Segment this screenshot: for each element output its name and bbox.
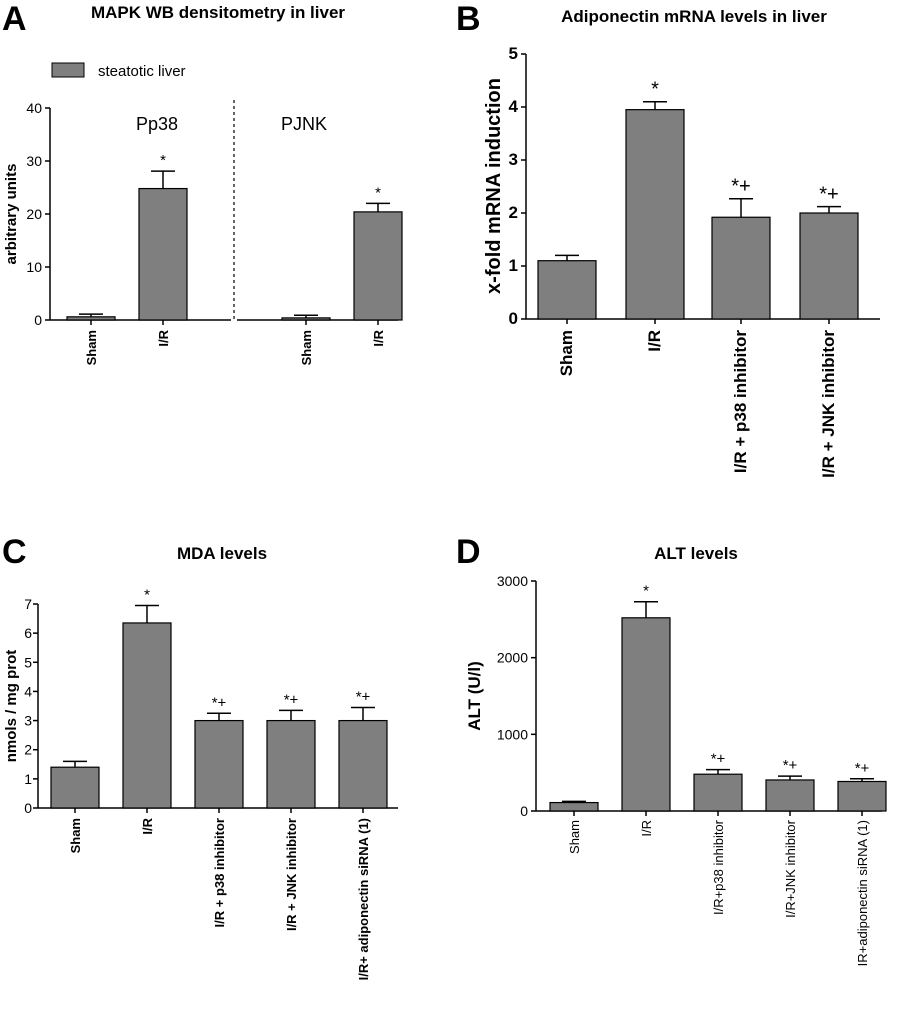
significance-mark: *+ bbox=[783, 757, 798, 774]
significance-mark: * bbox=[643, 583, 649, 600]
bar bbox=[281, 317, 331, 321]
y-tick-label: 4 bbox=[509, 97, 519, 116]
significance-mark: *+ bbox=[212, 694, 227, 711]
significance-mark: * bbox=[375, 184, 381, 201]
x-tick-label: I/R + p38 inhibitor bbox=[731, 330, 750, 473]
legend-label: steatotic liver bbox=[98, 63, 186, 80]
bar bbox=[837, 780, 887, 812]
bar bbox=[353, 211, 403, 321]
y-tick-label: 3 bbox=[509, 150, 518, 169]
x-tick-label: Sham bbox=[299, 330, 314, 365]
chart-b-y-axis-label: x-fold mRNA induction bbox=[483, 78, 505, 294]
x-tick-label: Sham bbox=[557, 330, 576, 376]
significance-mark: *+ bbox=[855, 760, 870, 777]
x-tick-label: I/R bbox=[371, 329, 386, 346]
y-tick-label: 2000 bbox=[497, 650, 528, 666]
x-tick-label: I/R bbox=[156, 329, 171, 346]
y-tick-label: 1 bbox=[24, 771, 32, 787]
group-label-pp38: Pp38 bbox=[136, 114, 178, 134]
bar bbox=[194, 719, 244, 809]
y-tick-label: 40 bbox=[26, 100, 42, 116]
x-tick-label: IR+adiponectin siRNA (1) bbox=[855, 820, 870, 966]
x-tick-label: Sham bbox=[567, 820, 582, 854]
panel-letter-b: B bbox=[456, 0, 481, 38]
bar bbox=[621, 617, 671, 812]
significance-mark: * bbox=[651, 79, 659, 101]
panel-letter-a: A bbox=[2, 0, 27, 38]
y-tick-label: 20 bbox=[26, 206, 42, 222]
y-tick-label: 1000 bbox=[497, 726, 528, 742]
x-tick-label: I/R bbox=[639, 820, 654, 837]
x-tick-label: I/R+JNK inhibitor bbox=[783, 819, 798, 918]
chart-d-title: ALT levels bbox=[654, 544, 738, 563]
bar bbox=[711, 216, 771, 320]
significance-mark: * bbox=[144, 586, 150, 603]
bar bbox=[625, 109, 685, 320]
bar bbox=[266, 719, 316, 809]
y-tick-label: 1 bbox=[509, 256, 518, 275]
chart-d-y-axis-label: ALT (U/l) bbox=[465, 661, 484, 731]
group-label-pjnk: PJNK bbox=[281, 114, 327, 134]
y-tick-label: 0 bbox=[24, 800, 32, 816]
x-tick-label: I/R bbox=[645, 330, 664, 352]
x-tick-label: Sham bbox=[84, 330, 99, 365]
bar bbox=[693, 773, 743, 812]
y-tick-label: 30 bbox=[26, 153, 42, 169]
bar bbox=[537, 260, 597, 320]
x-tick-label: I/R + JNK inhibitor bbox=[284, 818, 299, 931]
significance-mark: *+ bbox=[819, 184, 838, 206]
x-tick-label: I/R bbox=[140, 817, 155, 834]
y-tick-label: 6 bbox=[24, 625, 32, 641]
y-tick-label: 3000 bbox=[497, 573, 528, 589]
chart-a-title: MAPK WB densitometry in liver bbox=[91, 3, 345, 22]
bar bbox=[549, 801, 599, 812]
x-tick-label: I/R+ adiponectin siRNA (1) bbox=[356, 818, 371, 980]
panel-letter-d: D bbox=[456, 533, 481, 571]
panel-letter-c: C bbox=[2, 533, 27, 571]
bar bbox=[66, 316, 116, 321]
x-tick-label: I/R + p38 inhibitor bbox=[212, 818, 227, 927]
bar bbox=[50, 766, 100, 809]
significance-mark: *+ bbox=[711, 751, 726, 768]
chart-c-title: MDA levels bbox=[177, 544, 267, 563]
y-tick-label: 2 bbox=[509, 203, 518, 222]
y-tick-label: 7 bbox=[24, 596, 32, 612]
y-tick-label: 0 bbox=[34, 312, 42, 328]
legend-swatch bbox=[51, 62, 85, 78]
significance-mark: *+ bbox=[284, 691, 299, 708]
bar bbox=[765, 779, 815, 812]
y-tick-label: 2 bbox=[24, 742, 32, 758]
x-tick-label: I/R+p38 inhibitor bbox=[711, 819, 726, 915]
y-tick-label: 5 bbox=[509, 44, 518, 63]
y-tick-label: 5 bbox=[24, 654, 32, 670]
y-tick-label: 3 bbox=[24, 713, 32, 729]
bar bbox=[122, 622, 172, 809]
bar bbox=[138, 187, 188, 321]
x-tick-label: Sham bbox=[68, 818, 83, 853]
significance-mark: *+ bbox=[731, 176, 750, 198]
chart-a-y-axis-label: arbitrary units bbox=[3, 164, 20, 265]
y-tick-label: 0 bbox=[509, 309, 518, 328]
bar bbox=[799, 212, 859, 320]
chart-c-y-axis-label: nmols / mg prot bbox=[3, 650, 20, 763]
y-tick-label: 10 bbox=[26, 259, 42, 275]
bar bbox=[338, 719, 388, 809]
x-tick-label: I/R + JNK inhibitor bbox=[819, 330, 838, 478]
significance-mark: * bbox=[160, 152, 166, 169]
significance-mark: *+ bbox=[356, 688, 371, 705]
y-tick-label: 4 bbox=[24, 683, 32, 699]
y-tick-label: 0 bbox=[520, 803, 528, 819]
chart-b-title: Adiponectin mRNA levels in liver bbox=[561, 7, 827, 26]
